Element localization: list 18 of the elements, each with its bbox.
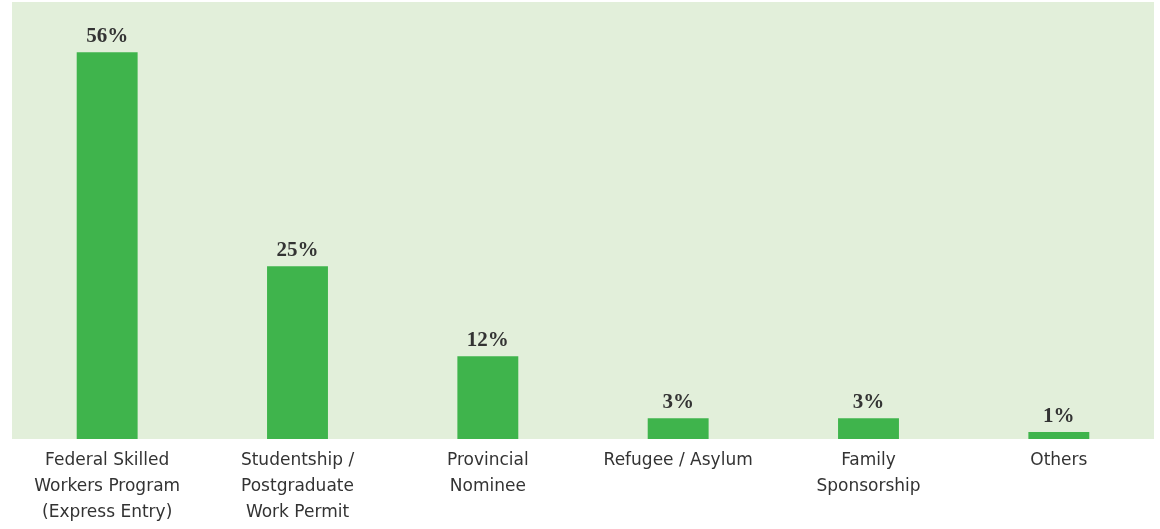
data-label: 3% [662, 389, 694, 414]
bar [1028, 432, 1090, 439]
data-label: 3% [852, 389, 885, 414]
data-label: 56% [86, 23, 129, 48]
data-label: 1% [1043, 403, 1075, 428]
data-label: 12% [466, 327, 509, 352]
bar [76, 52, 138, 439]
x-tick-label: Federal Skilled Workers Program (Express Entry) [34, 448, 181, 521]
bar [267, 266, 328, 439]
x-tick-label: Others [1030, 448, 1088, 469]
bar [457, 356, 519, 439]
x-tick-label: Provincial Nominee [446, 448, 529, 495]
data-label: 25% [276, 237, 319, 262]
bar [647, 418, 709, 439]
x-tick-label: Studentship / Postgraduate Work Permit [240, 448, 355, 521]
x-tick-label: Family Sponsorship [816, 448, 921, 495]
bar [838, 418, 899, 439]
x-tick-label: Refugee / Asylum [603, 448, 753, 469]
